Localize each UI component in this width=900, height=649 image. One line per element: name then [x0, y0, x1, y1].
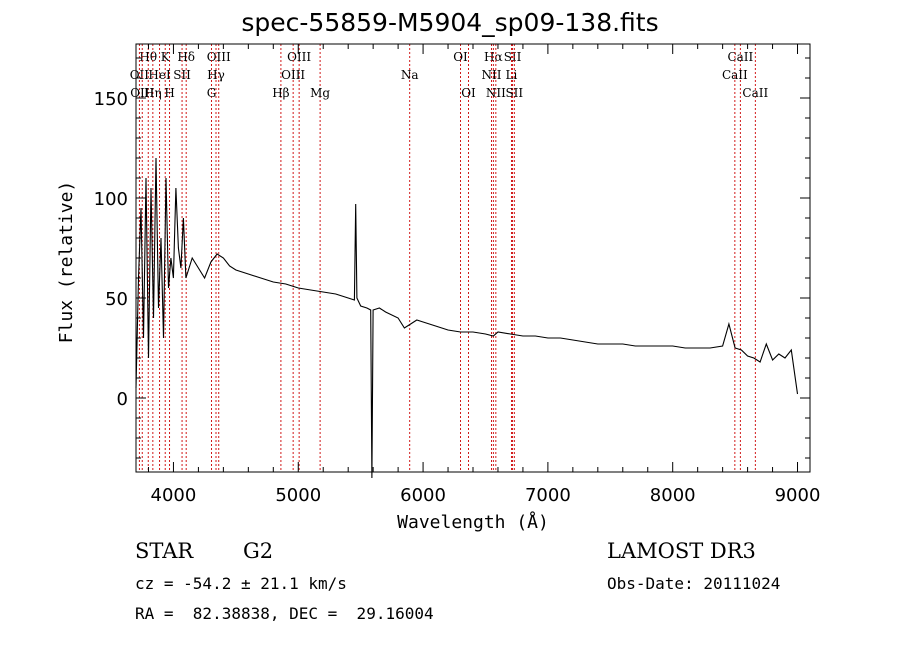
spectral-line-label: NII	[481, 68, 501, 82]
spectral-line-label: CaII	[722, 68, 748, 82]
spectral-line-label: K	[161, 50, 171, 64]
x-tick-label: 5000	[275, 485, 321, 506]
spectrum-line	[135, 157, 799, 479]
axis-ticks: 4000 5000 6000 7000 8000 9000 0 50 100 150	[94, 44, 821, 506]
spectral-line-label: OIII	[287, 50, 311, 64]
x-tick-label: 4000	[151, 485, 197, 506]
spectral-line-label: Hα	[484, 50, 503, 64]
spectral-line-label: Na	[401, 68, 419, 82]
spectral-line-label: Hδ	[177, 50, 195, 64]
spectral-line-label: OI	[453, 50, 468, 64]
spectral-line-label: Li	[506, 68, 518, 82]
spectral-line-label: SII	[504, 50, 522, 64]
spectral-line-label: OI	[461, 86, 476, 100]
y-tick-label: 150	[94, 89, 128, 110]
spectral-line-label: SII	[173, 68, 191, 82]
spectral-line-label: CaII	[727, 50, 753, 64]
x-axis-label: Wavelength (Å)	[397, 511, 549, 533]
spectral-line-label: Hβ	[272, 86, 289, 100]
spectral-line-label: OIII	[281, 68, 305, 82]
spectral-line-label: Hγ	[207, 68, 225, 82]
spectral-line-label: OIII	[207, 50, 231, 64]
spectral-line-label: HeI	[148, 68, 171, 82]
redshift-value: cz = -54.2 ± 21.1 km/s	[135, 574, 347, 593]
spectral-line-label: SII	[505, 86, 523, 100]
survey-name: LAMOST DR3	[607, 539, 756, 563]
object-subclass: G2	[243, 539, 274, 563]
y-tick-label: 50	[105, 289, 128, 310]
spectral-line-label: G	[207, 86, 217, 100]
spectral-line-label: CaII	[742, 86, 768, 100]
x-tick-label: 9000	[775, 485, 821, 506]
spectral-line-label: H	[164, 86, 174, 100]
x-tick-label: 6000	[400, 485, 446, 506]
spectral-line-label: NII	[486, 86, 506, 100]
observation-date: Obs-Date: 20111024	[607, 574, 781, 593]
plot-frame	[135, 43, 811, 473]
x-tick-label: 7000	[525, 485, 571, 506]
y-axis-label: Flux (relative)	[56, 181, 77, 344]
x-tick-label: 8000	[650, 485, 696, 506]
y-tick-label: 0	[117, 389, 128, 410]
spectral-line-label: Mg	[310, 86, 330, 100]
coordinates: RA = 82.38838, DEC = 29.16004	[135, 604, 434, 623]
chart-title: spec-55859-M5904_sp09-138.fits	[241, 8, 659, 37]
spectral-line-label: OII	[130, 68, 150, 82]
y-tick-label: 100	[94, 189, 128, 210]
object-class: STAR	[135, 539, 194, 563]
spectral-line-label: Hη	[144, 86, 162, 100]
